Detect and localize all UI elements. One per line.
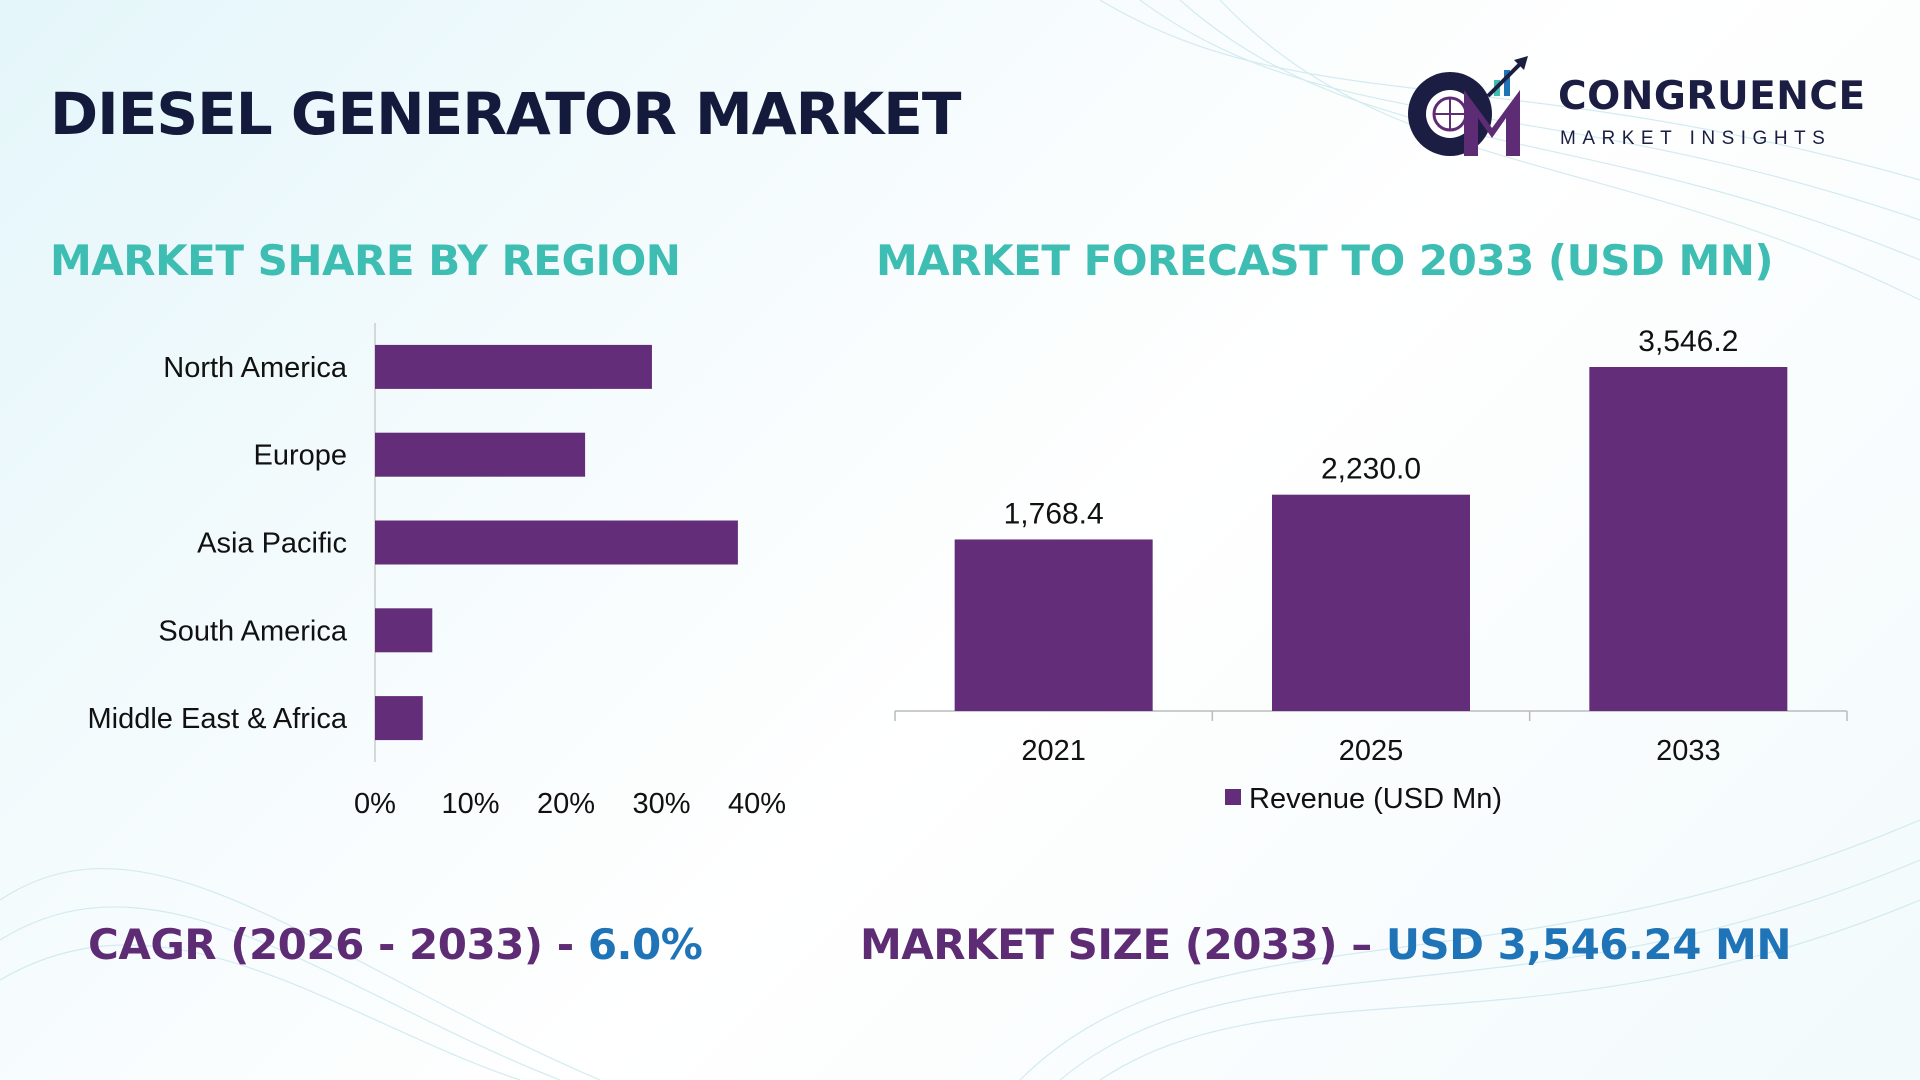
bar-asia-pacific [375,520,738,565]
bar-2025 [1272,494,1470,711]
legend-label: Revenue (USD Mn) [1249,783,1502,815]
legend-swatch [1225,789,1241,805]
x-tick-label: 20% [537,788,595,820]
bar-2021 [954,539,1153,711]
category-label: Asia Pacific [197,528,347,560]
category-label: South America [158,615,347,647]
logo-mark-icon [1408,56,1528,156]
data-label: 3,546.2 [1638,325,1738,358]
logo-tagline: MARKET INSIGHTS [1560,128,1832,149]
data-label: 1,768.4 [1004,497,1104,530]
cagr-stat: CAGR (2026 - 2033) - 6.0% [88,920,703,969]
bar-europe [375,432,586,477]
x-tick-label: 10% [441,788,499,820]
share-chart-title: MARKET SHARE BY REGION [50,236,681,285]
category-label: Europe [253,440,347,472]
x-tick-label: 2021 [1021,735,1086,767]
bar-2033 [1589,367,1788,711]
bar-south-america [375,608,433,653]
data-label: 2,230.0 [1321,453,1421,486]
x-tick-label: 0% [354,788,396,820]
x-tick-label: 40% [728,788,786,820]
market-size-label: MARKET SIZE (2033) – [860,920,1372,969]
bar-middle-east-africa [375,696,423,741]
forecast-chart-title: MARKET FORECAST TO 2033 (USD MN) [876,236,1774,285]
logo-name: CONGRUENCE [1558,74,1866,119]
cagr-label: CAGR (2026 - 2033) - [88,920,574,969]
x-tick-label: 2033 [1656,735,1721,767]
x-tick-label: 2025 [1339,735,1404,767]
market-size-value: USD 3,546.24 MN [1385,920,1792,969]
category-label: North America [163,352,348,384]
bar-north-america [375,344,652,389]
cagr-value: 6.0% [587,920,703,969]
category-label: Middle East & Africa [88,703,348,735]
page-title: DIESEL GENERATOR MARKET [50,80,961,148]
x-tick-label: 30% [632,788,690,820]
company-logo: CONGRUENCE MARKET INSIGHTS [1400,52,1880,162]
market-size-stat: MARKET SIZE (2033) – USD 3,546.24 MN [860,920,1792,969]
